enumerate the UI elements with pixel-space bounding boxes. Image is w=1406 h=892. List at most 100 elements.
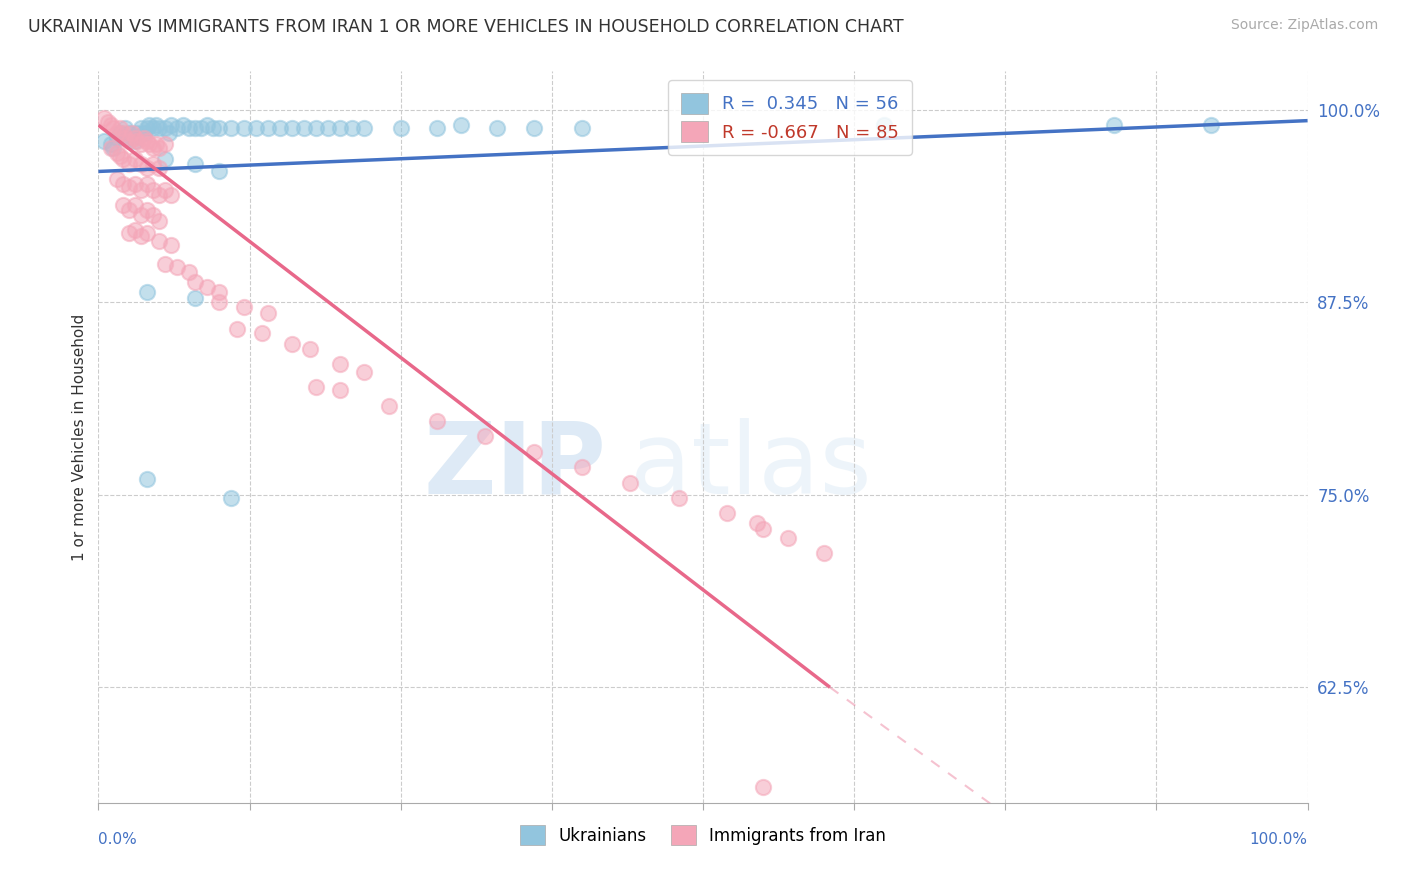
Point <box>269 121 291 136</box>
Point <box>108 149 131 163</box>
Point <box>208 121 231 136</box>
Point <box>111 126 134 140</box>
Point <box>118 226 141 240</box>
Point <box>160 187 183 202</box>
Point <box>118 202 141 217</box>
Point <box>184 157 207 171</box>
Point <box>184 291 207 305</box>
Point <box>184 121 207 136</box>
Point <box>114 130 136 145</box>
Point <box>208 285 231 299</box>
Point <box>105 172 128 186</box>
Point <box>281 337 304 351</box>
Point <box>299 342 322 356</box>
Point <box>153 257 176 271</box>
Point <box>135 226 157 240</box>
Point <box>873 118 896 132</box>
Point <box>353 121 375 136</box>
Point <box>619 475 641 490</box>
Point <box>329 357 352 371</box>
Point <box>129 157 152 171</box>
Point <box>571 121 593 136</box>
Point <box>105 130 128 145</box>
Point <box>118 126 141 140</box>
Text: Source: ZipAtlas.com: Source: ZipAtlas.com <box>1230 18 1378 32</box>
Point <box>377 399 399 413</box>
Point <box>118 179 141 194</box>
Point <box>145 118 167 132</box>
Point <box>111 198 134 212</box>
Point <box>129 121 152 136</box>
Point <box>135 121 157 136</box>
Point <box>129 208 152 222</box>
Point <box>148 234 170 248</box>
Point <box>100 141 122 155</box>
Point <box>135 161 157 176</box>
Text: 0.0%: 0.0% <box>98 832 138 847</box>
Point <box>129 183 152 197</box>
Point <box>426 414 449 428</box>
Point <box>523 121 546 136</box>
Point <box>135 177 157 191</box>
Point <box>124 177 146 191</box>
Point <box>202 121 225 136</box>
Point <box>190 121 212 136</box>
Point <box>752 780 775 795</box>
Point <box>256 121 278 136</box>
Point <box>142 121 165 136</box>
Point <box>124 152 146 166</box>
Point <box>134 130 156 145</box>
Point <box>166 260 188 274</box>
Point <box>108 126 131 140</box>
Point <box>179 121 201 136</box>
Point <box>148 121 170 136</box>
Point <box>157 126 180 140</box>
Point <box>142 141 165 155</box>
Point <box>101 121 124 136</box>
Point <box>105 126 128 140</box>
Point <box>134 126 156 140</box>
Point <box>124 198 146 212</box>
Point <box>221 491 243 505</box>
Point <box>129 229 152 244</box>
Point <box>245 121 267 136</box>
Point <box>329 121 352 136</box>
Point <box>232 300 254 314</box>
Point <box>281 121 304 136</box>
Point <box>114 121 136 136</box>
Point <box>776 531 799 545</box>
Point <box>292 121 315 136</box>
Point <box>135 285 157 299</box>
Point <box>111 152 134 166</box>
Point <box>329 383 352 397</box>
Point <box>208 164 231 178</box>
Point <box>148 187 170 202</box>
Point <box>118 157 141 171</box>
Point <box>747 516 769 530</box>
Text: ZIP: ZIP <box>423 417 606 515</box>
Point <box>221 121 243 136</box>
Point <box>450 118 472 132</box>
Point <box>121 126 143 140</box>
Point <box>124 134 146 148</box>
Point <box>486 121 509 136</box>
Point <box>135 134 157 148</box>
Point <box>250 326 273 340</box>
Point <box>101 141 124 155</box>
Point <box>138 136 160 151</box>
Point <box>160 118 183 132</box>
Point <box>353 365 375 379</box>
Point <box>124 130 146 145</box>
Legend: Ukrainians, Immigrants from Iran: Ukrainians, Immigrants from Iran <box>512 817 894 853</box>
Point <box>226 321 249 335</box>
Point <box>195 280 218 294</box>
Point <box>93 134 115 148</box>
Point <box>172 118 194 132</box>
Point <box>153 121 176 136</box>
Point <box>316 121 339 136</box>
Point <box>127 126 149 140</box>
Point <box>142 157 165 171</box>
Point <box>145 136 167 151</box>
Point <box>1199 118 1222 132</box>
Point <box>474 429 496 443</box>
